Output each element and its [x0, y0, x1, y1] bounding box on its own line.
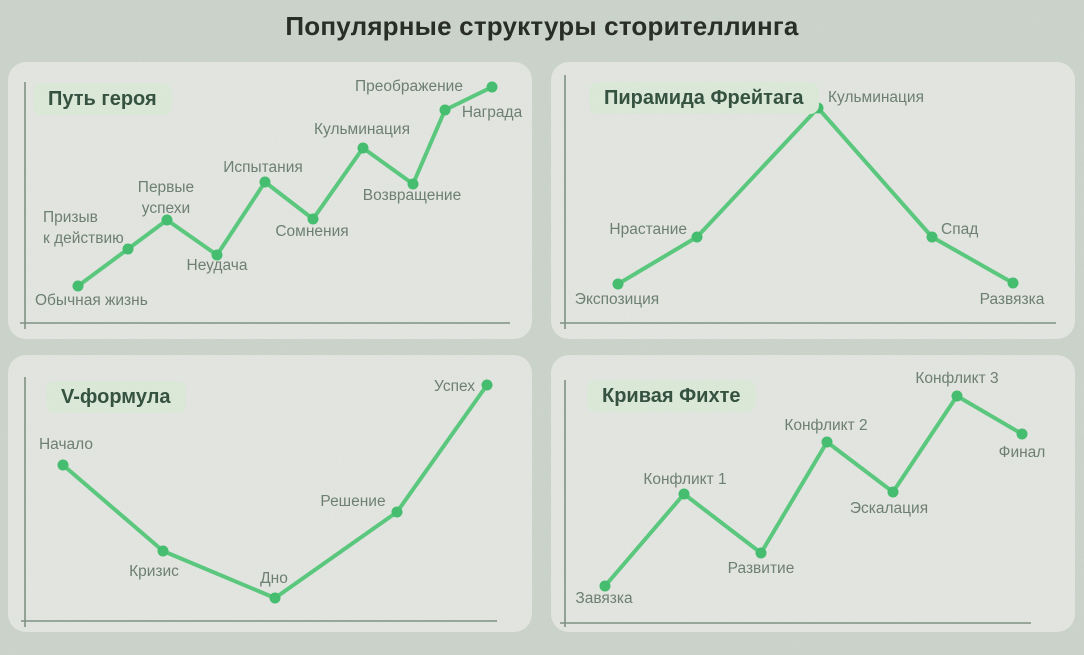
panel-hero-journey: Обычная жизнь Призыв к действию Первые успех… [8, 62, 532, 339]
svg-text:Награда: Награда [462, 104, 523, 121]
svg-text:Конфликт 3: Конфликт 3 [915, 370, 998, 387]
svg-text:Конфликт 1: Конфликт 1 [643, 471, 726, 488]
svg-text:Кризис: Кризис [129, 563, 179, 580]
chart-title-badge: Путь героя [33, 83, 172, 115]
svg-text:Финал: Финал [999, 444, 1046, 461]
svg-text:Конфликт 2: Конфликт 2 [784, 417, 867, 434]
chart-title-badge: Пирамида Фрейтага [589, 82, 819, 114]
svg-text:Кульминация: Кульминация [828, 89, 924, 106]
svg-text:Развязка: Развязка [980, 291, 1045, 308]
page-title: Популярные структуры сторителлинга [285, 11, 799, 41]
svg-text:Преображение: Преображение [355, 78, 463, 95]
svg-text:Обычная жизнь: Обычная жизнь [35, 292, 148, 309]
svg-text:Развитие: Развитие [728, 560, 795, 577]
chart-title-badge: V-формула [46, 381, 186, 413]
svg-text:Неудача: Неудача [187, 257, 248, 274]
svg-text:Завязка: Завязка [575, 590, 633, 607]
svg-text:Дно: Дно [260, 570, 288, 587]
panel-v-formula: Начало Кризис Дно Решение Успех V-формула [8, 355, 532, 632]
svg-text:Экспозиция: Экспозиция [575, 291, 659, 308]
svg-text:Испытания: Испытания [223, 159, 303, 176]
panel-freytag-pyramid: Экспозиция Нрастание Кульминация Спад Развяз… [551, 62, 1075, 339]
svg-text:Сомнения: Сомнения [275, 223, 348, 240]
svg-text:Успех: Успех [434, 378, 475, 395]
svg-text:Нрастание: Нрастание [609, 221, 687, 238]
svg-text:Спад: Спад [941, 221, 978, 238]
panel-fichte-curve: Завязка Конфликт 1 Развитие Конфликт 2 Эскал… [551, 355, 1075, 632]
chart-title-badge: Кривая Фихте [587, 380, 756, 412]
svg-text:Первые: Первые [138, 179, 194, 196]
svg-text:Кульминация: Кульминация [314, 121, 410, 138]
svg-text:Призыв: Призыв [43, 209, 98, 226]
svg-text:Решение: Решение [320, 493, 385, 510]
svg-text:Начало: Начало [39, 436, 93, 453]
svg-text:успехи: успехи [142, 200, 190, 217]
svg-text:Эскалация: Эскалация [850, 500, 928, 517]
svg-text:Возвращение: Возвращение [363, 187, 461, 204]
charts-grid: Обычная жизнь Призыв к действию Первые успех… [8, 62, 1075, 632]
svg-text:к действию: к действию [43, 230, 124, 247]
